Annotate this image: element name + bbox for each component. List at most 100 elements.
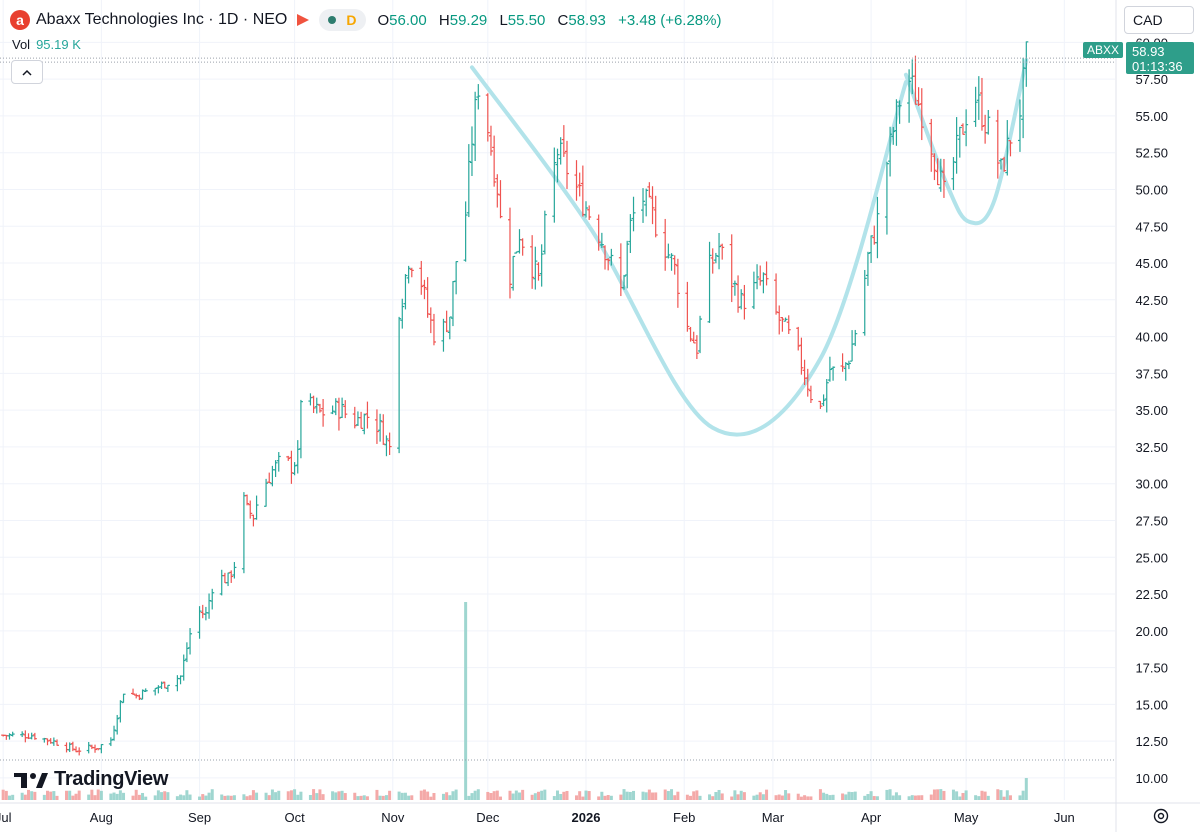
symbol-title[interactable]: Abaxx Technologies Inc · 1D · NEO — [36, 11, 288, 28]
volume-bar — [875, 796, 879, 800]
y-tick-label: 47.50 — [1135, 219, 1168, 234]
price-axis[interactable]: 10.00 12.50 15.00 17.50 20.00 22.50 25.00 27.50… — [1135, 35, 1168, 786]
volume-bar — [87, 794, 91, 800]
volume-bar — [863, 795, 867, 800]
volume-bar — [597, 796, 601, 800]
volume-bar — [841, 793, 845, 800]
volume-bar — [917, 795, 921, 800]
currency-selector[interactable]: CAD — [1124, 6, 1194, 34]
volume-bar — [410, 795, 414, 800]
volume-bar — [299, 791, 303, 800]
company-logo-icon[interactable]: a — [10, 10, 30, 30]
volume-bar — [473, 790, 477, 800]
volume-bar — [245, 796, 249, 800]
volume-bar — [663, 789, 667, 800]
volume-bar — [422, 789, 426, 800]
market-open-dot-icon — [328, 16, 337, 24]
volume-bar — [74, 793, 78, 800]
volume-bar — [293, 789, 297, 800]
volume-bar — [274, 792, 278, 800]
volume-bar — [685, 794, 689, 800]
volume-bar — [353, 792, 357, 800]
volume-bar — [318, 789, 322, 800]
volume-bar — [894, 792, 898, 800]
volume-bar — [739, 790, 743, 800]
volume-bar — [796, 793, 800, 800]
y-tick-label: 10.00 — [1135, 771, 1168, 786]
market-status-pill[interactable]: D — [319, 9, 366, 31]
volume-bar — [1002, 796, 1006, 800]
volume-bar — [711, 796, 715, 800]
bar-countdown: 01:13:36 — [1132, 59, 1183, 74]
volume-bar — [118, 790, 122, 800]
volume-bar — [964, 790, 968, 800]
volume-bar — [765, 789, 769, 800]
volume-bar — [625, 791, 629, 800]
volume-bar — [1021, 790, 1025, 800]
volume-bar — [65, 790, 69, 800]
volume-bar — [198, 796, 202, 800]
low-label: L — [499, 11, 508, 29]
volume-bar — [175, 796, 179, 800]
volume-bar — [730, 796, 734, 800]
chart-header: a Abaxx Technologies Inc · 1D · NEO D O5… — [10, 9, 729, 31]
x-tick-label: May — [954, 810, 979, 825]
volume-bar — [980, 790, 984, 800]
last-price-value: 58.93 — [1132, 44, 1165, 59]
settings-gear-icon[interactable] — [1152, 807, 1170, 825]
volume-bar — [1005, 790, 1009, 800]
volume-bar — [185, 790, 189, 800]
volume-bar — [407, 795, 411, 800]
volume-bar — [1018, 795, 1022, 800]
volume-bar — [695, 790, 699, 800]
volume-bar — [536, 791, 540, 800]
time-axis[interactable]: Jul Aug Sep Oct Nov Dec 2026 Feb Mar Apr May Jun — [0, 810, 1075, 825]
last-price-tag: 58.93 01:13:36 — [1126, 42, 1194, 74]
volume-bar — [913, 795, 917, 800]
volume-bar — [340, 790, 344, 800]
tradingview-logo[interactable]: TradingView — [14, 768, 168, 791]
volume-bar — [166, 792, 170, 800]
volume-bar — [255, 792, 259, 800]
volume-bar — [49, 791, 53, 800]
price-bars — [1, 41, 1029, 756]
volume-bar — [359, 795, 363, 800]
volume-bar — [907, 796, 911, 800]
pattern-curve-cup[interactable] — [469, 65, 908, 437]
volume-bar — [419, 790, 423, 800]
volume-bar — [818, 789, 822, 800]
volume-bar — [464, 602, 468, 800]
volume-bar — [1, 789, 5, 800]
volume-bar — [498, 796, 502, 800]
open-label: O — [377, 11, 390, 29]
volume-bar — [378, 795, 382, 800]
volume-bar — [144, 796, 148, 800]
volume-bar — [77, 790, 81, 800]
collapse-legend-button[interactable] — [11, 60, 43, 84]
volume-bar — [1008, 795, 1012, 800]
volume-bar — [403, 792, 407, 800]
volume-bar — [109, 793, 113, 800]
x-tick-label: 2026 — [572, 810, 601, 825]
volume-bar — [226, 795, 230, 800]
volume-bar — [445, 792, 449, 800]
ohlc-readout: O56.00 H59.29 L55.50 C58.93 +3.48 (+6.28… — [378, 12, 730, 29]
volume-bar — [388, 790, 392, 800]
volume-bar — [337, 791, 341, 800]
volume-bar — [606, 795, 610, 800]
volume-bar — [96, 789, 100, 800]
volume-bar — [277, 790, 281, 800]
volume-bar — [131, 795, 135, 800]
x-tick-label: Jul — [0, 810, 12, 825]
volume-bar — [587, 791, 591, 800]
volume-bar — [432, 793, 436, 800]
volume-bar — [270, 789, 274, 800]
volume-bar — [755, 794, 759, 800]
volume-bar — [780, 795, 784, 800]
volume-bar — [628, 791, 632, 800]
flag-icon[interactable] — [297, 14, 310, 26]
volume-bar — [692, 791, 696, 800]
y-tick-label: 30.00 — [1135, 477, 1168, 492]
y-tick-label: 17.50 — [1135, 661, 1168, 676]
